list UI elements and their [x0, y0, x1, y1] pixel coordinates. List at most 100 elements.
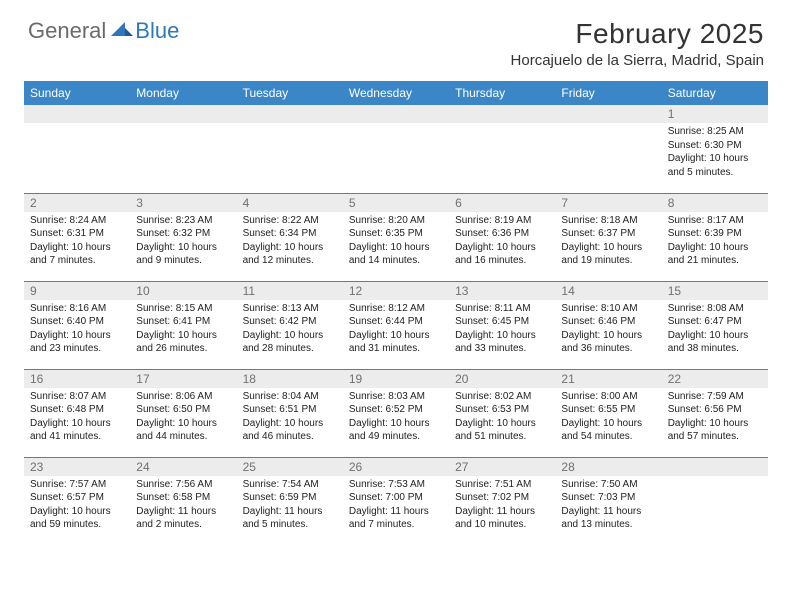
day-cell: 20Sunrise: 8:02 AMSunset: 6:53 PMDayligh… — [449, 369, 555, 457]
sunset-text: Sunset: 6:51 PM — [243, 403, 337, 417]
day-number: 9 — [24, 282, 130, 300]
day-cell: 4Sunrise: 8:22 AMSunset: 6:34 PMDaylight… — [237, 193, 343, 281]
sunrise-text: Sunrise: 8:12 AM — [349, 302, 443, 316]
sunset-text: Sunset: 6:41 PM — [136, 315, 230, 329]
day-number: 17 — [130, 370, 236, 388]
sunrise-text: Sunrise: 8:08 AM — [668, 302, 762, 316]
daylight-text: Daylight: 10 hours and 14 minutes. — [349, 241, 443, 268]
day-number: 22 — [662, 370, 768, 388]
daylight-text: Daylight: 11 hours and 7 minutes. — [349, 505, 443, 532]
day-details: Sunrise: 7:56 AMSunset: 6:58 PMDaylight:… — [130, 476, 236, 536]
day-details: Sunrise: 8:04 AMSunset: 6:51 PMDaylight:… — [237, 388, 343, 448]
day-cell: 28Sunrise: 7:50 AMSunset: 7:03 PMDayligh… — [555, 457, 661, 545]
sunset-text: Sunset: 6:35 PM — [349, 227, 443, 241]
sunset-text: Sunset: 6:39 PM — [668, 227, 762, 241]
day-details: Sunrise: 8:03 AMSunset: 6:52 PMDaylight:… — [343, 388, 449, 448]
day-details: Sunrise: 8:18 AMSunset: 6:37 PMDaylight:… — [555, 212, 661, 272]
day-cell: 22Sunrise: 7:59 AMSunset: 6:56 PMDayligh… — [662, 369, 768, 457]
day-details: Sunrise: 7:54 AMSunset: 6:59 PMDaylight:… — [237, 476, 343, 536]
daylight-text: Daylight: 10 hours and 54 minutes. — [561, 417, 655, 444]
day-cell: 23Sunrise: 7:57 AMSunset: 6:57 PMDayligh… — [24, 457, 130, 545]
day-cell: 15Sunrise: 8:08 AMSunset: 6:47 PMDayligh… — [662, 281, 768, 369]
sunset-text: Sunset: 7:00 PM — [349, 491, 443, 505]
daylight-text: Daylight: 10 hours and 28 minutes. — [243, 329, 337, 356]
day-number — [555, 105, 661, 123]
day-number: 21 — [555, 370, 661, 388]
day-number: 24 — [130, 458, 236, 476]
daylight-text: Daylight: 10 hours and 49 minutes. — [349, 417, 443, 444]
day-number: 4 — [237, 194, 343, 212]
day-cell: 9Sunrise: 8:16 AMSunset: 6:40 PMDaylight… — [24, 281, 130, 369]
day-cell: 16Sunrise: 8:07 AMSunset: 6:48 PMDayligh… — [24, 369, 130, 457]
day-cell: 17Sunrise: 8:06 AMSunset: 6:50 PMDayligh… — [130, 369, 236, 457]
sunrise-text: Sunrise: 8:25 AM — [668, 125, 762, 139]
daylight-text: Daylight: 10 hours and 57 minutes. — [668, 417, 762, 444]
sunset-text: Sunset: 6:44 PM — [349, 315, 443, 329]
day-number — [237, 105, 343, 123]
sunrise-text: Sunrise: 8:24 AM — [30, 214, 124, 228]
sunset-text: Sunset: 6:50 PM — [136, 403, 230, 417]
day-details: Sunrise: 8:12 AMSunset: 6:44 PMDaylight:… — [343, 300, 449, 360]
day-number: 14 — [555, 282, 661, 300]
sunrise-text: Sunrise: 8:02 AM — [455, 390, 549, 404]
daylight-text: Daylight: 10 hours and 5 minutes. — [668, 152, 762, 179]
day-number: 26 — [343, 458, 449, 476]
daylight-text: Daylight: 10 hours and 19 minutes. — [561, 241, 655, 268]
day-header: Thursday — [449, 81, 555, 105]
daylight-text: Daylight: 10 hours and 23 minutes. — [30, 329, 124, 356]
day-details: Sunrise: 8:25 AMSunset: 6:30 PMDaylight:… — [662, 123, 768, 183]
day-number: 6 — [449, 194, 555, 212]
sunrise-text: Sunrise: 8:20 AM — [349, 214, 443, 228]
day-number: 25 — [237, 458, 343, 476]
day-number — [449, 105, 555, 123]
day-cell — [555, 105, 661, 193]
day-cell: 12Sunrise: 8:12 AMSunset: 6:44 PMDayligh… — [343, 281, 449, 369]
sunset-text: Sunset: 6:30 PM — [668, 139, 762, 153]
daylight-text: Daylight: 11 hours and 10 minutes. — [455, 505, 549, 532]
day-details: Sunrise: 7:50 AMSunset: 7:03 PMDaylight:… — [555, 476, 661, 536]
logo-text-general: General — [28, 18, 106, 44]
day-cell — [343, 105, 449, 193]
sunset-text: Sunset: 6:55 PM — [561, 403, 655, 417]
sunrise-text: Sunrise: 7:56 AM — [136, 478, 230, 492]
day-number: 2 — [24, 194, 130, 212]
sunrise-text: Sunrise: 8:13 AM — [243, 302, 337, 316]
day-number: 23 — [24, 458, 130, 476]
day-header: Tuesday — [237, 81, 343, 105]
sunset-text: Sunset: 7:03 PM — [561, 491, 655, 505]
sunrise-text: Sunrise: 8:04 AM — [243, 390, 337, 404]
day-header: Wednesday — [343, 81, 449, 105]
day-cell — [237, 105, 343, 193]
day-cell: 21 Sunrise: 8:00 AMSunset: 6:55 PMDayligh… — [555, 369, 661, 457]
day-details: Sunrise: 8:17 AMSunset: 6:39 PMDaylight:… — [662, 212, 768, 272]
day-cell: 19Sunrise: 8:03 AMSunset: 6:52 PMDayligh… — [343, 369, 449, 457]
day-cell: 7Sunrise: 8:18 AMSunset: 6:37 PMDaylight… — [555, 193, 661, 281]
sunset-text: Sunset: 6:32 PM — [136, 227, 230, 241]
day-cell: 5Sunrise: 8:20 AMSunset: 6:35 PMDaylight… — [343, 193, 449, 281]
day-number — [24, 105, 130, 123]
daylight-text: Daylight: 10 hours and 41 minutes. — [30, 417, 124, 444]
day-header: Friday — [555, 81, 661, 105]
daylight-text: Daylight: 10 hours and 16 minutes. — [455, 241, 549, 268]
week-row: 2Sunrise: 8:24 AMSunset: 6:31 PMDaylight… — [24, 193, 768, 281]
week-row: 16Sunrise: 8:07 AMSunset: 6:48 PMDayligh… — [24, 369, 768, 457]
sunrise-text: Sunrise: 8:11 AM — [455, 302, 549, 316]
daylight-text: Daylight: 10 hours and 59 minutes. — [30, 505, 124, 532]
week-row: 9Sunrise: 8:16 AMSunset: 6:40 PMDaylight… — [24, 281, 768, 369]
title-block: February 2025 Horcajuelo de la Sierra, M… — [511, 18, 764, 69]
sunrise-text: Sunrise: 8:06 AM — [136, 390, 230, 404]
daylight-text: Daylight: 10 hours and 36 minutes. — [561, 329, 655, 356]
day-number: 27 — [449, 458, 555, 476]
day-details: Sunrise: 8:11 AMSunset: 6:45 PMDaylight:… — [449, 300, 555, 360]
day-details: Sunrise: 8:19 AMSunset: 6:36 PMDaylight:… — [449, 212, 555, 272]
sunset-text: Sunset: 6:46 PM — [561, 315, 655, 329]
day-cell — [130, 105, 236, 193]
sunrise-text: Sunrise: 8:00 AM — [561, 390, 655, 404]
sunrise-text: Sunrise: 8:22 AM — [243, 214, 337, 228]
sunset-text: Sunset: 6:45 PM — [455, 315, 549, 329]
day-details: Sunrise: 8:15 AMSunset: 6:41 PMDaylight:… — [130, 300, 236, 360]
day-cell: 3Sunrise: 8:23 AMSunset: 6:32 PMDaylight… — [130, 193, 236, 281]
day-cell: 13Sunrise: 8:11 AMSunset: 6:45 PMDayligh… — [449, 281, 555, 369]
sunset-text: Sunset: 6:58 PM — [136, 491, 230, 505]
day-number: 18 — [237, 370, 343, 388]
